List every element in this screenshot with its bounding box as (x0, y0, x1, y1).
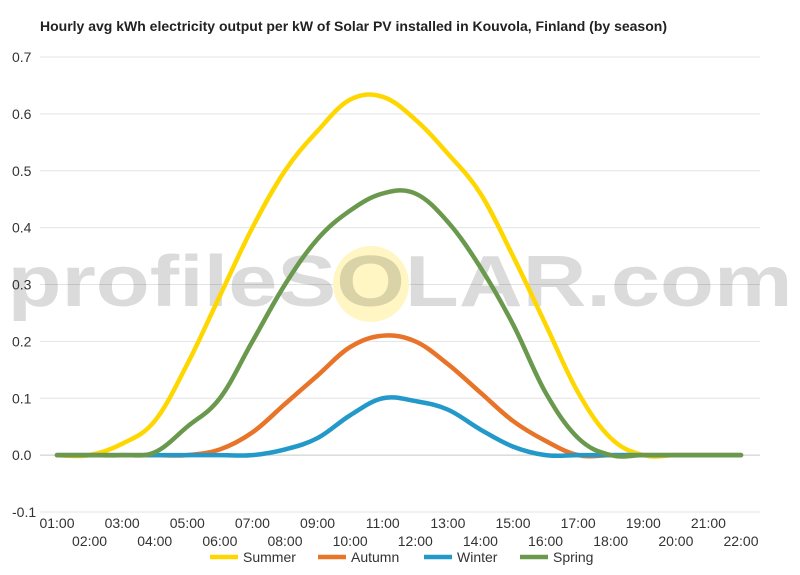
y-tick-label: 0.4 (12, 220, 32, 236)
watermark: profileSOLAR.com (8, 242, 793, 322)
x-axis-ticks: 01:00 02:00 03:00 04:00 05:00 06:00 07:00 08:00… (39, 515, 758, 549)
x-tick-label: 18:00 (593, 533, 628, 549)
x-tick-label: 04:00 (137, 533, 172, 549)
y-tick-label: 0.5 (12, 163, 32, 179)
x-tick-label: 10:00 (333, 533, 368, 549)
y-tick-label: 0.6 (12, 106, 32, 122)
x-tick-label: 09:00 (300, 515, 335, 531)
series-lines (54, 92, 744, 459)
x-tick-label: 14:00 (463, 533, 498, 549)
y-tick-label: 0.7 (12, 49, 32, 65)
legend-label: Winter (457, 549, 498, 565)
y-axis-ticks: 0.7 0.6 0.5 0.4 0.3 0.2 0.1 0.0 -0.1 (12, 49, 36, 520)
y-tick-label: 0.0 (12, 447, 32, 463)
x-tick-label: 08:00 (267, 533, 302, 549)
x-tick-label: 07:00 (235, 515, 270, 531)
chart-title: Hourly avg kWh electricity output per kW… (40, 18, 667, 34)
x-tick-label: 01:00 (39, 515, 74, 531)
x-tick-label: 02:00 (72, 533, 107, 549)
x-tick-label: 13:00 (430, 515, 465, 531)
series-line-summer (54, 92, 744, 459)
x-tick-label: 12:00 (398, 533, 433, 549)
x-tick-label: 05:00 (170, 515, 205, 531)
x-tick-label: 16:00 (528, 533, 563, 549)
legend-label: Summer (243, 549, 296, 565)
legend: Summer Autumn Winter Spring (210, 549, 593, 565)
legend-label: Spring (553, 549, 593, 565)
x-tick-label: 15:00 (495, 515, 530, 531)
x-tick-label: 11:00 (366, 515, 400, 531)
legend-label: Autumn (351, 549, 399, 565)
y-tick-label: 0.2 (12, 333, 32, 349)
x-tick-label: 17:00 (561, 515, 596, 531)
x-tick-label: 22:00 (723, 533, 758, 549)
y-tick-label: 0.3 (12, 277, 32, 293)
x-tick-label: 06:00 (202, 533, 237, 549)
watermark-text: profileSOLAR.com (8, 242, 793, 322)
x-tick-label: 20:00 (658, 533, 693, 549)
y-tick-label: -0.1 (12, 504, 36, 520)
watermark-sun-icon (333, 246, 409, 322)
x-tick-label: 19:00 (626, 515, 661, 531)
series-line-spring (54, 188, 744, 459)
x-tick-label: 03:00 (105, 515, 140, 531)
y-tick-label: 0.1 (12, 390, 32, 406)
x-tick-label: 21:00 (691, 515, 726, 531)
